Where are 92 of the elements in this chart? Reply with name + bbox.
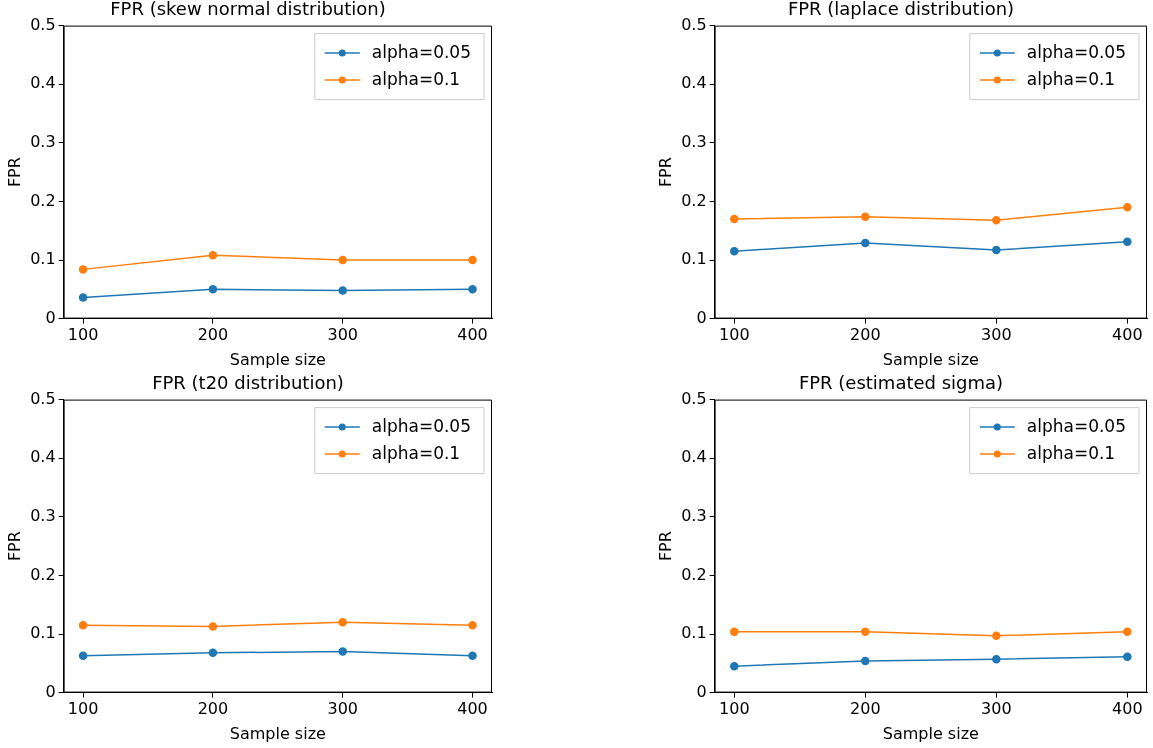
y-tick-label: 0.5	[681, 388, 707, 408]
point	[208, 622, 218, 631]
chart-title: FPR (skew normal distribution)	[110, 0, 386, 20]
x-tick-label: 100	[719, 699, 750, 719]
y-tick-label: 0.4	[30, 73, 56, 93]
x-tick-label: 400	[457, 325, 488, 345]
point	[208, 285, 218, 294]
x-tick-label: 300	[327, 325, 358, 345]
y-axis-title: FPR	[655, 531, 675, 562]
y-axis-title: FPR	[4, 531, 24, 562]
legend-label: alpha=0.05	[1026, 415, 1127, 436]
point	[861, 627, 870, 636]
point	[78, 293, 88, 302]
y-tick-label: 0.2	[681, 190, 707, 210]
point	[992, 245, 1001, 255]
point	[78, 265, 88, 274]
x-tick-label: 200	[197, 699, 229, 719]
y-tick-label: 0.2	[681, 564, 707, 584]
y-tick-label: 0	[45, 681, 56, 701]
y-tick-label: 0.4	[681, 73, 707, 93]
point	[208, 251, 218, 260]
legend-label: alpha=0.05	[371, 415, 472, 436]
point	[338, 647, 347, 656]
y-tick-label: 0.5	[30, 14, 56, 34]
x-axis-title: Sample size	[882, 349, 979, 369]
y-tick-label: 0.3	[681, 131, 707, 151]
point	[338, 255, 347, 265]
point	[468, 255, 477, 265]
legend-label: alpha=0.1	[1026, 68, 1116, 89]
chart-title: FPR (estimated sigma)	[798, 372, 1004, 394]
y-tick-label: 0	[696, 681, 707, 701]
point	[208, 648, 218, 657]
y-tick-label: 0.3	[30, 131, 56, 151]
point	[78, 651, 88, 660]
x-axis-title: Sample size	[229, 723, 326, 743]
y-tick-label: 0.4	[30, 447, 56, 467]
point	[861, 238, 870, 248]
point	[730, 246, 739, 256]
legend-label: alpha=0.05	[371, 41, 472, 62]
legend-label: alpha=0.1	[1026, 442, 1116, 463]
y-axis-title: FPR	[655, 157, 675, 188]
point	[861, 212, 870, 221]
x-tick-label: 300	[327, 699, 358, 719]
legend-label: alpha=0.1	[371, 68, 461, 89]
y-axis-title: FPR	[4, 157, 24, 188]
point	[992, 631, 1001, 641]
y-tick-label: 0.1	[30, 249, 56, 269]
x-tick-label: 300	[981, 699, 1012, 719]
chart-title: FPR (t20 distribution)	[152, 372, 344, 394]
point	[861, 656, 870, 666]
point	[468, 285, 477, 294]
x-tick-label: 200	[850, 699, 881, 719]
legend-label: alpha=0.05	[1026, 41, 1127, 62]
y-tick-label: 0.5	[681, 14, 707, 34]
y-tick-label: 0.2	[30, 190, 56, 210]
x-tick-label: 200	[197, 325, 229, 345]
x-axis-title: Sample size	[882, 723, 979, 743]
point	[992, 215, 1001, 225]
x-axis-title: Sample size	[229, 349, 326, 369]
chart-title: FPR (laplace distribution)	[787, 0, 1015, 20]
point	[730, 661, 739, 671]
point	[78, 620, 88, 630]
y-tick-label: 0.5	[30, 388, 56, 408]
x-tick-label: 100	[67, 699, 99, 719]
x-tick-label: 400	[457, 699, 488, 719]
y-tick-label: 0.3	[681, 505, 707, 525]
y-tick-label: 0.2	[30, 564, 56, 584]
point	[1123, 652, 1132, 662]
x-tick-label: 400	[1112, 699, 1143, 719]
legend-label: alpha=0.1	[371, 442, 461, 463]
y-tick-label: 0.1	[681, 249, 707, 269]
y-tick-label: 0.3	[30, 505, 56, 525]
x-tick-label: 200	[850, 325, 881, 345]
point	[730, 627, 739, 636]
point	[468, 651, 477, 660]
point	[468, 620, 477, 630]
point	[992, 654, 1001, 664]
point	[730, 214, 739, 224]
x-tick-label: 100	[67, 325, 99, 345]
x-tick-label: 400	[1112, 325, 1143, 345]
y-tick-label: 0.1	[681, 623, 707, 643]
point	[1123, 627, 1132, 636]
point	[1123, 237, 1132, 247]
y-tick-label: 0.4	[681, 447, 707, 467]
y-tick-label: 0.1	[30, 623, 56, 643]
y-tick-label: 0	[696, 307, 707, 327]
x-tick-label: 100	[719, 325, 750, 345]
y-tick-label: 0	[45, 307, 56, 327]
point	[338, 286, 347, 295]
point	[338, 618, 347, 627]
point	[1123, 203, 1132, 212]
x-tick-label: 300	[981, 325, 1012, 345]
